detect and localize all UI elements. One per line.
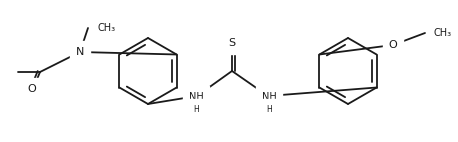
Text: S: S: [229, 38, 235, 48]
Text: O: O: [27, 84, 36, 94]
Text: CH₃: CH₃: [97, 23, 115, 33]
Text: CH₃: CH₃: [434, 28, 452, 38]
Text: NH: NH: [262, 92, 276, 102]
Text: O: O: [389, 40, 398, 50]
Text: H: H: [266, 105, 272, 114]
Text: H: H: [193, 105, 199, 114]
Text: NH: NH: [189, 92, 203, 102]
Text: N: N: [76, 47, 84, 57]
